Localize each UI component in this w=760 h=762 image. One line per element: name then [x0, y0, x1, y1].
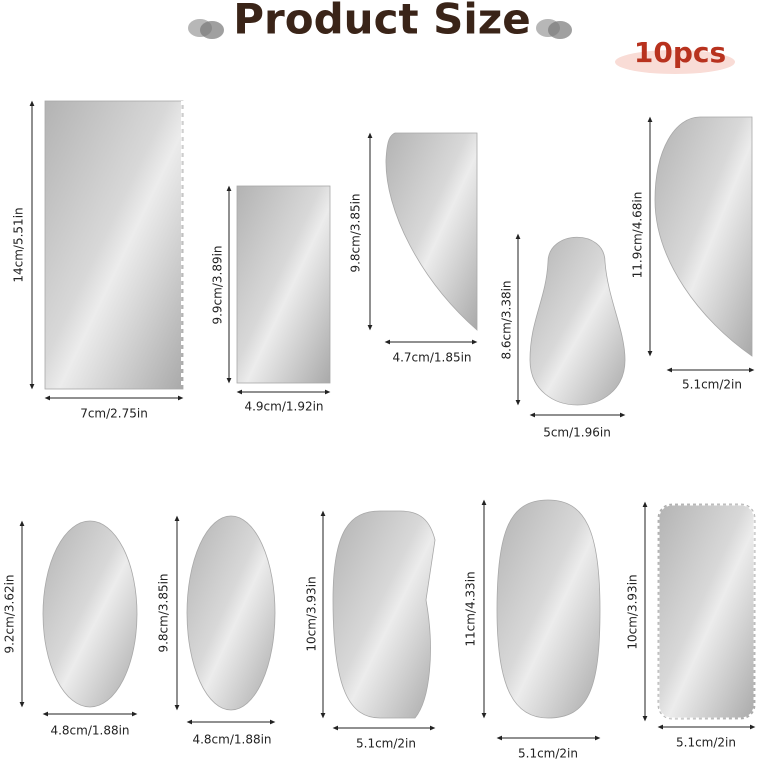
scraper [186, 515, 276, 711]
item: 10cm/3.93in 5.1cm/2in [626, 501, 757, 750]
item: 9.2cm/3.62in 4.8cm/1.88in [3, 520, 138, 738]
height-label: 8.6cm/3.38in [500, 280, 514, 359]
item: 11.9cm/4.68in 5.1cm/2in [631, 116, 755, 392]
width-label: 4.7cm/1.85in [392, 351, 471, 365]
item: 11cm/4.33in 5.1cm/2in [464, 499, 601, 761]
height-label: 11cm/4.33in [464, 571, 478, 646]
height-label: 11.9cm/4.68in [631, 192, 645, 279]
scraper [236, 185, 331, 384]
width-label: 4.8cm/1.88in [50, 724, 129, 738]
badge: 10pcs [634, 36, 726, 69]
item: 14cm/5.51in 7cm/2.75in [12, 100, 185, 421]
item: 10cm/3.93in 5.1cm/2in [305, 510, 436, 751]
height-label: 10cm/3.93in [626, 574, 640, 649]
height-label: 14cm/5.51in [12, 207, 26, 282]
width-label: 5cm/1.96in [543, 426, 611, 440]
item: 9.9cm/3.89in 4.9cm/1.92in [211, 185, 331, 414]
width-label: 4.8cm/1.88in [192, 733, 271, 747]
header: Product Size 10pcs [188, 0, 735, 74]
height-label: 9.2cm/3.62in [3, 574, 17, 653]
scraper [496, 499, 601, 719]
height-label: 9.8cm/3.85in [157, 573, 171, 652]
badge-bg [615, 50, 735, 74]
width-label: 5.1cm/2in [356, 737, 416, 751]
item: 8.6cm/3.38in 5cm/1.96in [500, 233, 626, 440]
height-label: 10cm/3.93in [305, 576, 319, 651]
item: 9.8cm/3.85in 4.8cm/1.88in [157, 515, 276, 747]
scraper [42, 520, 138, 708]
scraper [332, 510, 436, 719]
width-label: 4.9cm/1.92in [244, 400, 323, 414]
item: 9.8cm/3.85in 4.7cm/1.85in [349, 132, 478, 365]
decor [200, 21, 224, 39]
decor [548, 21, 572, 39]
height-label: 9.9cm/3.89in [211, 245, 225, 324]
scraper [657, 503, 756, 720]
scraper [529, 236, 626, 406]
width-label: 5.1cm/2in [676, 736, 736, 750]
width-label: 5.1cm/2in [518, 747, 578, 761]
scraper [44, 100, 184, 390]
scraper [654, 116, 753, 357]
width-label: 7cm/2.75in [80, 407, 148, 421]
height-label: 9.8cm/3.85in [349, 193, 363, 272]
width-label: 5.1cm/2in [682, 378, 742, 392]
scraper [385, 132, 478, 331]
title: Product Size [233, 0, 531, 44]
